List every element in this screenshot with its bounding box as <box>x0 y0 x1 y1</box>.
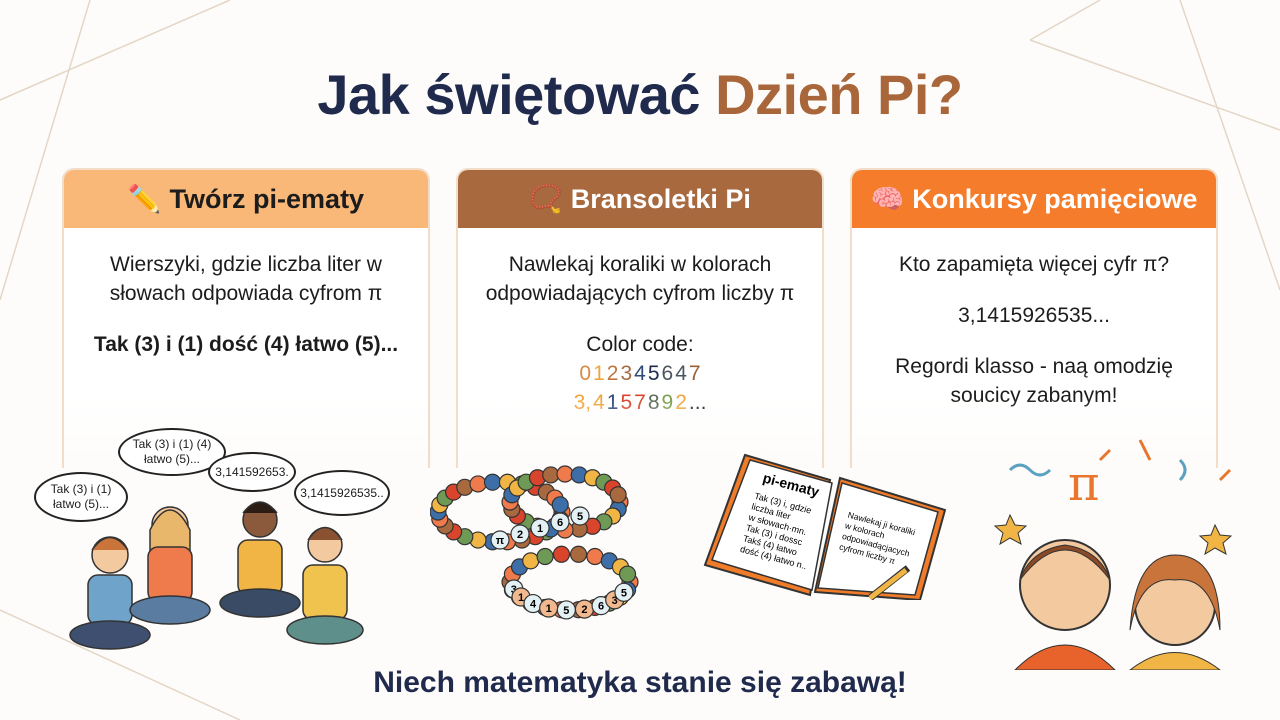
color-digit: 3, <box>573 391 592 414</box>
bead-label: 4 <box>530 599 537 611</box>
bead <box>570 506 590 526</box>
color-code-row: 3,4157892... <box>458 388 822 417</box>
color-digit: 6 <box>661 362 674 385</box>
card-text: słowach odpowiada cyfrom π <box>109 282 383 305</box>
color-digit: 7 <box>688 362 701 385</box>
bead-label: 2 <box>581 604 587 616</box>
bead-label: 3 <box>612 595 618 607</box>
footer-slogan: Niech matematyka stanie się zabawą! <box>373 666 907 699</box>
speech-bubble: Tak (3) i (1) łatwo (5)... <box>34 472 128 522</box>
bead-label: 5 <box>621 587 627 599</box>
card-text: Regordi klasso - naą omodzię <box>895 355 1173 378</box>
bead <box>490 530 510 550</box>
card-bransoletki: 📿 Bransoletki Pi Nawlekaj koraliki w kolo… <box>456 168 824 468</box>
bead <box>556 465 574 483</box>
color-digit: 4 <box>593 391 605 414</box>
card-text: Kto zapamięta więcej cyfr π? <box>898 253 1170 276</box>
bead-label: 1 <box>537 523 543 535</box>
bead-label: 6 <box>598 601 604 613</box>
color-code-label: Color code: <box>586 333 694 356</box>
page-title: Jak świętować Dzień Pi? <box>317 63 963 126</box>
color-digit: ... <box>688 391 707 414</box>
card-title: Bransoletki Pi <box>570 183 751 214</box>
card-title: Twórz pi-ematy <box>169 183 365 214</box>
card-konkursy: 🧠 Konkursy pamięciowe Kto zapamięta więce… <box>850 168 1218 468</box>
bead <box>552 545 571 563</box>
color-digit: 5 <box>620 391 633 414</box>
color-digit: 2 <box>606 362 619 385</box>
bead <box>469 475 487 493</box>
bead <box>542 466 560 484</box>
bracelet-icon: 📿 <box>529 184 563 214</box>
brain-icon: 🧠 <box>870 184 905 214</box>
card-text: Wierszyki, gdzie liczba liter w <box>110 253 382 276</box>
card-text: soucicy zabanym! <box>950 384 1118 407</box>
pencil-icon: ✏️ <box>127 184 162 214</box>
color-digit: 9 <box>661 391 674 414</box>
pi-digits: 3,1415926535... <box>958 304 1110 327</box>
pi-symbol: π <box>1068 456 1100 512</box>
bead-label: 6 <box>557 517 563 529</box>
bead <box>551 496 569 514</box>
card-pi-ematy: ✏️ Twórz pi-ematy Wierszyki, gdzie liczba… <box>62 168 430 468</box>
color-digit: 4 <box>634 362 646 385</box>
bead <box>618 565 637 583</box>
bead <box>522 552 540 570</box>
bead-label: π <box>496 535 505 547</box>
bead-label: 1 <box>518 592 524 604</box>
color-digit: 5 <box>647 362 660 385</box>
bead-label: 3 <box>511 584 517 596</box>
bead <box>569 545 588 563</box>
card-text: Nawlekaj koraliki w kolorach <box>508 253 772 276</box>
bead <box>536 547 554 566</box>
bead <box>550 512 570 532</box>
card-example: Tak (3) i (1) dość (4) łatwo (5)... <box>93 333 399 356</box>
speech-bubble: 3,1415926535.. <box>294 470 390 516</box>
color-code-row: 012345647 <box>458 359 822 388</box>
bead-label: 5 <box>563 605 569 617</box>
card-text: odpowiadających cyfrom liczby π <box>485 282 795 305</box>
bead <box>510 524 530 544</box>
color-digit: 7 <box>634 391 646 414</box>
celebrating-children-illustration: π <box>993 439 1233 670</box>
color-digit: 2 <box>675 391 687 414</box>
bead-label: 5 <box>577 511 583 523</box>
card-title: Konkursy pamięciowe <box>912 183 1198 214</box>
bead <box>614 582 634 602</box>
color-digit: 8 <box>647 391 660 414</box>
bead <box>586 547 604 566</box>
children-illustration <box>69 501 364 650</box>
bead <box>609 486 627 504</box>
bead-label: 1 <box>546 603 552 615</box>
color-digit: 1 <box>593 362 605 385</box>
color-digit: 0 <box>579 362 592 385</box>
bead-label: 2 <box>517 529 523 541</box>
bead <box>483 473 502 491</box>
color-digit: 4 <box>675 362 687 385</box>
speech-bubble: 3,141592653. <box>208 452 296 492</box>
color-digit: 3 <box>620 362 633 385</box>
color-digit: 1 <box>606 391 619 414</box>
bead <box>530 518 550 538</box>
